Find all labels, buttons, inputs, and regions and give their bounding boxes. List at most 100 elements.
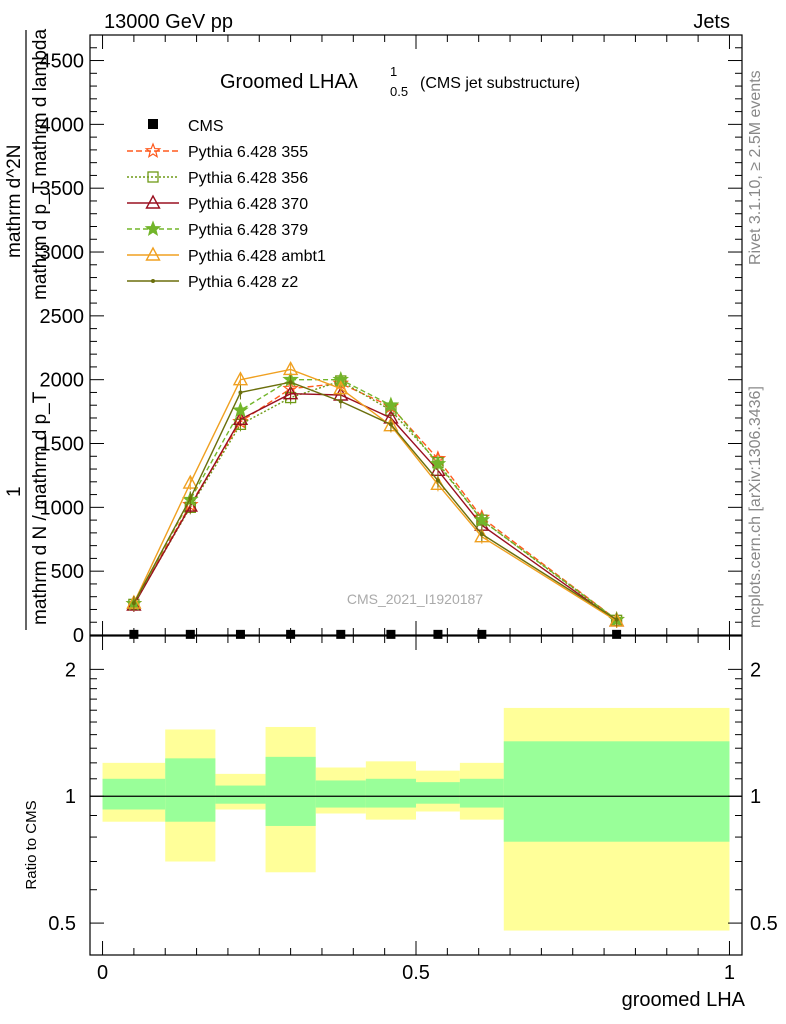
y-tick-label: 0 (73, 625, 84, 647)
y-tick-label: 3000 (40, 242, 85, 264)
series-4 (126, 360, 625, 628)
inner-uncertainty-band (365, 778, 416, 808)
series-line (133, 381, 617, 621)
series-point (382, 396, 400, 413)
legend-marker (151, 279, 155, 283)
ratio-y-tick-label: 0.5 (48, 913, 76, 935)
x-tick-label: 1 (724, 962, 735, 984)
legend-label: Pythia 6.428 355 (188, 144, 308, 161)
series-point (182, 474, 198, 489)
inner-uncertainty-band (215, 785, 266, 804)
y-tick-label: 4500 (40, 51, 85, 73)
series-point (479, 532, 484, 537)
chart-title: Groomed LHAλ (220, 71, 358, 93)
cms-data-point (612, 629, 622, 639)
x-axis-label: groomed LHA (622, 989, 746, 1011)
series-line (133, 368, 617, 622)
legend-entry-2: Pythia 6.428 370 (127, 194, 308, 213)
series-point (232, 410, 249, 425)
ratio-y-tick-label: 2 (65, 659, 76, 681)
title-superscript: 1 (390, 64, 397, 79)
chart-subtitle: (CMS jet substructure) (420, 75, 580, 92)
y-tick-label: 1000 (40, 497, 85, 519)
legend-label: Pythia 6.428 379 (188, 222, 308, 239)
ratio-y-tick-label-right: 1 (750, 786, 761, 808)
legend-entry-cms: CMS (148, 118, 224, 135)
inner-uncertainty-band (416, 782, 460, 804)
x-tick-label: 0 (97, 962, 108, 984)
inner-uncertainty-band (459, 778, 504, 808)
inner-uncertainty-band (503, 741, 730, 842)
legend-marker (145, 246, 161, 261)
inner-uncertainty-band (102, 778, 166, 810)
series-point (435, 478, 440, 483)
cms-data-point (386, 629, 396, 639)
cms-data-point (477, 629, 487, 639)
main-panel: 0 500 1000 1500 2000 2500 3000 3500 4000 4500 CMS… (4, 29, 743, 647)
cms-data-point (235, 629, 245, 639)
series-point (232, 371, 249, 386)
analysis-watermark: CMS_2021_I1920187 (347, 591, 483, 607)
ylabel-numerator-bottom: mathrm d p_T mathrm d lambda (30, 29, 51, 300)
ratio-bands (90, 707, 742, 931)
series-point (282, 360, 299, 376)
legend-marker (144, 220, 162, 237)
legend-marker (148, 119, 158, 129)
series-point (232, 401, 249, 418)
ylabel-numerator-top: mathrm d^2N (4, 145, 25, 258)
legend-label: Pythia 6.428 ambt1 (188, 248, 326, 265)
series-point (614, 617, 619, 622)
rivet-info: Rivet 3.1.10, ≥ 2.5M events (747, 70, 764, 265)
series-1 (128, 373, 623, 628)
cms-data-point (185, 629, 195, 639)
series-line (133, 380, 618, 621)
legend-label: Pythia 6.428 z2 (188, 274, 298, 291)
legend-marker (147, 171, 159, 183)
ratio-y-tick-label-right: 0.5 (750, 913, 778, 935)
legend: CMS Pythia 6.428 355 Pythia 6.428 356 Pythi… (127, 118, 326, 291)
y-tick-label: 2000 (40, 370, 85, 392)
series-point (333, 380, 349, 395)
ratio-panel: 0.5 0.5 1 1 2 2 0 0.5 1 Ratio to CMS groomed LHA (23, 635, 778, 1011)
y-tick-label: 3500 (40, 178, 85, 200)
title-lambda: λ (348, 71, 358, 93)
legend-label: Pythia 6.428 356 (188, 170, 308, 187)
y-tick-label: 4000 (40, 114, 85, 136)
legend-entry-1: Pythia 6.428 356 (127, 170, 308, 187)
legend-marker (144, 142, 162, 159)
series-point (429, 455, 447, 471)
title-main: Groomed LHA (220, 71, 348, 93)
ratio-frame (89, 635, 743, 956)
series-line (133, 379, 618, 621)
series-5 (131, 375, 619, 627)
legend-label: CMS (188, 118, 224, 135)
series-point (338, 399, 343, 404)
ylabel-one: 1 (4, 486, 25, 497)
cms-data (129, 629, 622, 639)
legend-entry-3: Pythia 6.428 379 (127, 220, 308, 239)
series-point (430, 475, 446, 491)
header-category: Jets (693, 11, 730, 33)
cms-data-point (336, 629, 346, 639)
series-line (133, 382, 618, 621)
cms-data-point (433, 629, 443, 639)
mcplots-info: mcplots.cern.ch [arXiv:1306.3436] (747, 386, 764, 628)
series-point (238, 390, 243, 395)
header-process: 13000 GeV pp (104, 11, 233, 33)
legend-entry-4: Pythia 6.428 ambt1 (127, 246, 326, 265)
legend-entry-5: Pythia 6.428 z2 (127, 274, 298, 291)
main-frame (89, 34, 743, 636)
ratio-axis-ticks: 0.5 0.5 1 1 2 2 0 0.5 1 (48, 636, 778, 984)
legend-label: Pythia 6.428 370 (188, 196, 308, 213)
legend-entry-0: Pythia 6.428 355 (127, 142, 308, 161)
y-tick-label: 1500 (40, 434, 85, 456)
series-point (288, 380, 293, 385)
series-point (131, 601, 136, 606)
series-point (282, 385, 299, 400)
series-point (388, 422, 393, 427)
y-tick-label: 500 (51, 561, 84, 583)
main-plot-marks (125, 360, 625, 639)
inner-uncertainty-band (315, 780, 366, 808)
series-line (133, 392, 618, 622)
